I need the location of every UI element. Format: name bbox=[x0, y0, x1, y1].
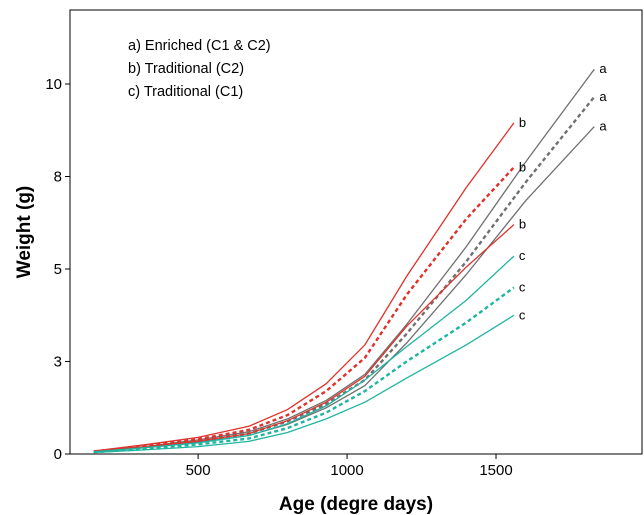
x-tick-label: 1500 bbox=[479, 462, 512, 479]
y-tick-label: 3 bbox=[54, 354, 62, 371]
series-end-label: a bbox=[599, 61, 607, 76]
series-end-label: c bbox=[519, 248, 526, 263]
y-tick-label: 0 bbox=[54, 446, 62, 463]
series-end-label: a bbox=[599, 89, 607, 104]
series-end-label: b bbox=[519, 115, 526, 130]
x-axis-title: Age (degre days) bbox=[279, 494, 433, 515]
plot-frame bbox=[69, 9, 643, 455]
series-line-b bbox=[93, 224, 515, 453]
legend: a) Enriched (C1 & C2) b) Traditional (C2… bbox=[128, 38, 271, 100]
series-line-c bbox=[93, 255, 515, 453]
y-tick-label: 8 bbox=[54, 169, 62, 186]
series-line-b-dotted bbox=[93, 166, 515, 453]
series-end-label: c bbox=[519, 307, 526, 322]
legend-entry-b: b) Traditional (C2) bbox=[128, 61, 244, 77]
y-axis: 0 3 5 8 10 bbox=[45, 76, 70, 463]
x-tick-label: 1000 bbox=[330, 462, 363, 479]
x-tick-label: 500 bbox=[186, 462, 211, 479]
y-tick-label: 5 bbox=[54, 261, 62, 278]
x-axis: 500 1000 1500 bbox=[186, 454, 513, 479]
series-end-label: b bbox=[519, 159, 526, 174]
series-end-label: b bbox=[519, 217, 526, 232]
series-line-c bbox=[93, 314, 515, 454]
series-end-label: c bbox=[519, 280, 526, 295]
legend-entry-a: a) Enriched (C1 & C2) bbox=[128, 38, 271, 54]
series-end-label: a bbox=[599, 119, 607, 134]
series-line-b bbox=[93, 122, 515, 452]
legend-entry-c: c) Traditional (C1) bbox=[128, 84, 243, 100]
y-axis-title: Weight (g) bbox=[14, 186, 35, 279]
y-tick-label: 10 bbox=[45, 76, 62, 93]
series-line-c-dotted bbox=[93, 286, 515, 454]
